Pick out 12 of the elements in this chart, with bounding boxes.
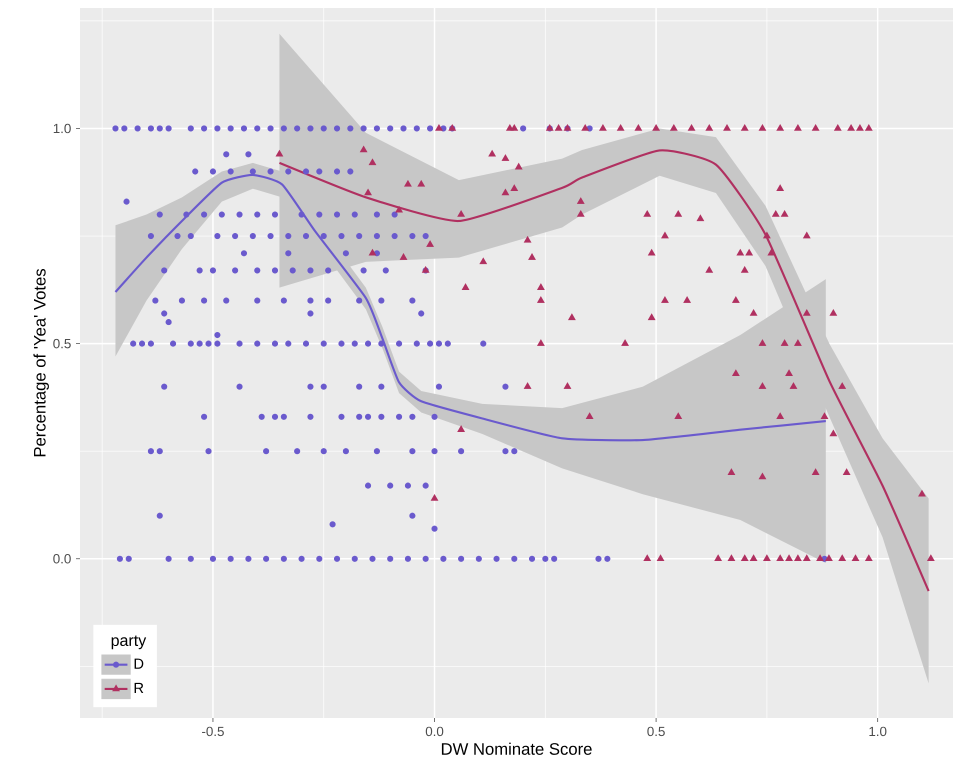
x-tick-label: -0.5 xyxy=(202,726,224,736)
legend-label: R xyxy=(134,682,144,693)
x-axis-title: DW Nominate Score xyxy=(442,742,592,755)
y-tick-label: 0.0 xyxy=(53,554,71,564)
x-tick-label: 0.0 xyxy=(426,726,444,736)
y-tick-label: 0.5 xyxy=(53,338,71,348)
y-axis-title: Percentage of 'Yea' Votes xyxy=(33,268,49,456)
legend-label: D xyxy=(134,658,144,669)
x-tick-label: 0.5 xyxy=(647,726,665,736)
y-tick-label: 1.0 xyxy=(54,124,71,134)
x-tick-label: 1.0 xyxy=(869,726,886,736)
legend-title: party xyxy=(112,636,146,650)
